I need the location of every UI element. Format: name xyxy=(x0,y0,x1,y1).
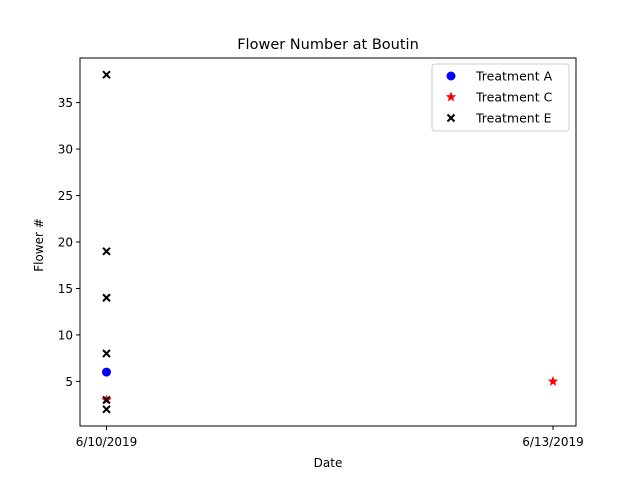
y-tick-label: 25 xyxy=(58,189,73,203)
y-tick-label: 30 xyxy=(58,143,73,157)
x-axis-label: Date xyxy=(314,456,343,470)
treatment-e-point xyxy=(102,247,111,256)
legend-label: Treatment A xyxy=(475,69,553,84)
legend-marker xyxy=(446,71,456,81)
y-tick-label: 20 xyxy=(58,236,73,250)
y-axis-label: Flower # xyxy=(32,218,46,272)
x-tick-label: 6/10/2019 xyxy=(76,435,138,449)
x-tick-label: 6/13/2019 xyxy=(522,435,584,449)
treatment-e-point xyxy=(102,405,111,414)
y-tick-label: 35 xyxy=(58,96,73,110)
axis-ticks: 5 10 15 20 25 30 35 6/10/2019 6/13/2019 xyxy=(58,96,584,449)
treatment-c-point xyxy=(547,375,559,386)
chart-title: Flower Number at Boutin xyxy=(237,37,419,53)
plot-frame xyxy=(79,57,577,427)
legend-marker xyxy=(445,91,457,102)
y-tick-label: 5 xyxy=(65,375,73,389)
treatment-e-point xyxy=(102,395,111,405)
treatment-e-point xyxy=(102,293,111,302)
treatment-e-point xyxy=(102,349,111,358)
data-points xyxy=(101,70,559,414)
legend-marker xyxy=(446,113,456,123)
legend: Treatment A Treatment C Treatment E xyxy=(431,63,570,132)
treatment-a-point xyxy=(102,367,111,377)
y-tick-label: 10 xyxy=(58,328,73,342)
y-tick-label: 15 xyxy=(58,282,73,296)
legend-label: Treatment C xyxy=(475,90,553,105)
legend-frame xyxy=(431,63,570,132)
treatment-e-point xyxy=(102,70,111,79)
legend-label: Treatment E xyxy=(475,111,552,126)
